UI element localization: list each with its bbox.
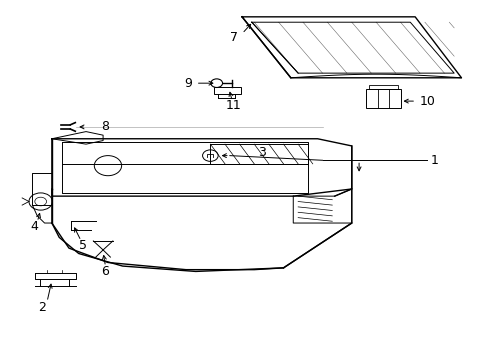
Text: 7: 7	[229, 31, 237, 44]
Text: 1: 1	[430, 154, 438, 167]
Bar	[213, 87, 240, 94]
Text: 5: 5	[79, 239, 86, 252]
Text: 2: 2	[38, 301, 46, 314]
Text: 9: 9	[184, 77, 192, 90]
Text: 3: 3	[257, 145, 265, 158]
Bar	[366, 89, 400, 108]
Text: 8: 8	[102, 121, 109, 134]
Text: 4: 4	[30, 220, 38, 233]
Text: 10: 10	[419, 95, 434, 108]
Bar	[368, 85, 397, 89]
Text: 11: 11	[225, 99, 241, 112]
Text: 6: 6	[102, 265, 109, 278]
